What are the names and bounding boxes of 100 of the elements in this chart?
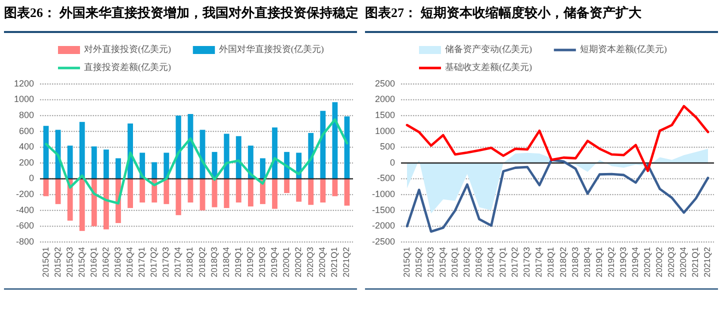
y-tick-label: 200: [18, 157, 34, 168]
x-tick-label: 2018Q4: [582, 246, 592, 278]
x-tick-label: 2015Q4: [437, 246, 448, 278]
x-tick-label: 2015Q3: [64, 246, 74, 278]
y-tick-label: -2500: [372, 236, 395, 246]
bar: [308, 178, 314, 205]
x-tick-label: 2020Q3: [305, 246, 316, 278]
legend-label: 基础收支差额(亿美元): [445, 62, 532, 72]
x-tick-label: 2021Q1: [690, 246, 700, 278]
y-tick-label: 600: [18, 126, 34, 136]
y-tick-label: -800: [16, 236, 34, 246]
bar: [55, 178, 61, 204]
y-tick-label: 1000: [374, 126, 395, 136]
x-tick-label: 2018Q1: [546, 246, 556, 278]
y-tick-label: 1200: [14, 78, 34, 88]
bar: [140, 178, 146, 202]
bar: [116, 158, 121, 179]
bar: [296, 178, 302, 202]
x-tick-label: 2017Q3: [160, 246, 171, 278]
x-tick-label: 2016Q3: [112, 246, 122, 278]
bar: [320, 110, 326, 179]
bar: [176, 116, 182, 179]
bar: [79, 178, 85, 231]
y-tick-label: -1500: [372, 204, 395, 215]
legend-label: 对外直接投资(亿美元): [84, 44, 171, 54]
x-tick-label: 2015Q1: [401, 246, 412, 278]
legend-label: 外国对华直接投资(亿美元): [218, 44, 324, 54]
x-tick-label: 2019Q4: [269, 246, 279, 278]
bar: [91, 178, 97, 226]
bar: [152, 162, 158, 179]
x-tick-label: 2019Q3: [618, 246, 628, 278]
x-tick-label: 2019Q1: [594, 246, 604, 278]
x-tick-label: 2016Q4: [486, 246, 496, 278]
x-tick-label: 2016Q1: [449, 246, 460, 278]
y-tick-label: -1000: [372, 188, 395, 199]
bar: [128, 178, 133, 208]
bar: [91, 146, 97, 179]
x-tick-label: 2020Q3: [666, 246, 676, 278]
x-tick-label: 2016Q4: [124, 246, 135, 278]
y-tick-label: 1500: [374, 110, 395, 120]
x-tick-label: 2019Q1: [232, 246, 243, 278]
x-tick-label: 2015Q3: [425, 246, 436, 278]
x-tick-label: 2020Q1: [642, 246, 652, 278]
chart-title: 图表26： 外国来华直接投资增加，我国对外直接投资保持稳定: [4, 5, 358, 20]
x-tick-label: 2019Q4: [630, 246, 640, 278]
x-tick-label: 2019Q2: [606, 246, 616, 278]
x-tick-label: 2018Q2: [196, 246, 207, 278]
bar: [176, 178, 182, 216]
x-tick-label: 2017Q2: [148, 246, 159, 278]
x-tick-label: 2017Q1: [136, 246, 147, 278]
bar: [67, 146, 73, 179]
x-tick-label: 2017Q4: [172, 246, 183, 278]
x-tick-label: 2021Q1: [329, 246, 340, 278]
x-tick-label: 2017Q4: [534, 246, 544, 278]
x-tick-label: 2016Q2: [461, 246, 472, 278]
x-tick-label: 2021Q2: [341, 246, 352, 278]
bar: [272, 127, 278, 179]
y-tick-label: 500: [380, 142, 395, 152]
x-tick-label: 2016Q1: [88, 246, 98, 278]
x-tick-label: 2015Q2: [413, 246, 424, 278]
bar: [332, 178, 338, 196]
chart-title: 图表27： 短期资本收缩幅度较小，储备资产扩大: [365, 5, 642, 20]
x-tick-label: 2015Q1: [40, 246, 50, 278]
x-tick-label: 2020Q4: [678, 246, 688, 278]
y-tick-label: 800: [18, 110, 34, 120]
y-tick-label: 400: [18, 142, 34, 152]
x-tick-label: 2018Q2: [558, 246, 568, 278]
x-tick-label: 2018Q4: [220, 246, 231, 278]
y-tick-label: -600: [16, 220, 34, 231]
bar: [79, 122, 85, 179]
x-tick-label: 2016Q2: [100, 246, 110, 278]
bar: [212, 178, 218, 208]
y-tick-label: 2000: [374, 94, 395, 104]
y-tick-label: -400: [16, 204, 34, 215]
y-tick-label: 2500: [374, 78, 395, 88]
y-tick-label: 0: [390, 157, 395, 168]
x-tick-label: 2017Q1: [498, 246, 508, 278]
x-tick-label: 2018Q1: [184, 246, 195, 278]
x-tick-label: 2016Q3: [474, 246, 484, 278]
x-tick-label: 2015Q4: [76, 246, 86, 278]
y-tick-label: 0: [28, 173, 34, 184]
x-tick-label: 2020Q2: [654, 246, 664, 278]
bar: [104, 178, 109, 230]
x-tick-label: 2020Q4: [317, 246, 328, 278]
legend-label: 直接投资差额(亿美元): [84, 62, 171, 72]
x-tick-label: 2018Q3: [208, 246, 219, 278]
x-tick-label: 2017Q2: [510, 246, 520, 278]
x-tick-label: 2019Q2: [244, 246, 255, 278]
line-series: [406, 158, 710, 233]
line-series: [406, 104, 710, 172]
bar: [236, 136, 242, 179]
bar: [260, 158, 266, 179]
x-tick-label: 2020Q1: [281, 246, 292, 278]
y-tick-label: -2000: [372, 220, 395, 231]
x-tick-label: 2015Q2: [52, 246, 62, 278]
x-tick-label: 2017Q3: [522, 246, 532, 278]
bar: [284, 178, 290, 194]
bar: [104, 150, 109, 179]
x-tick-label: 2020Q2: [293, 246, 304, 278]
bar: [200, 178, 206, 210]
